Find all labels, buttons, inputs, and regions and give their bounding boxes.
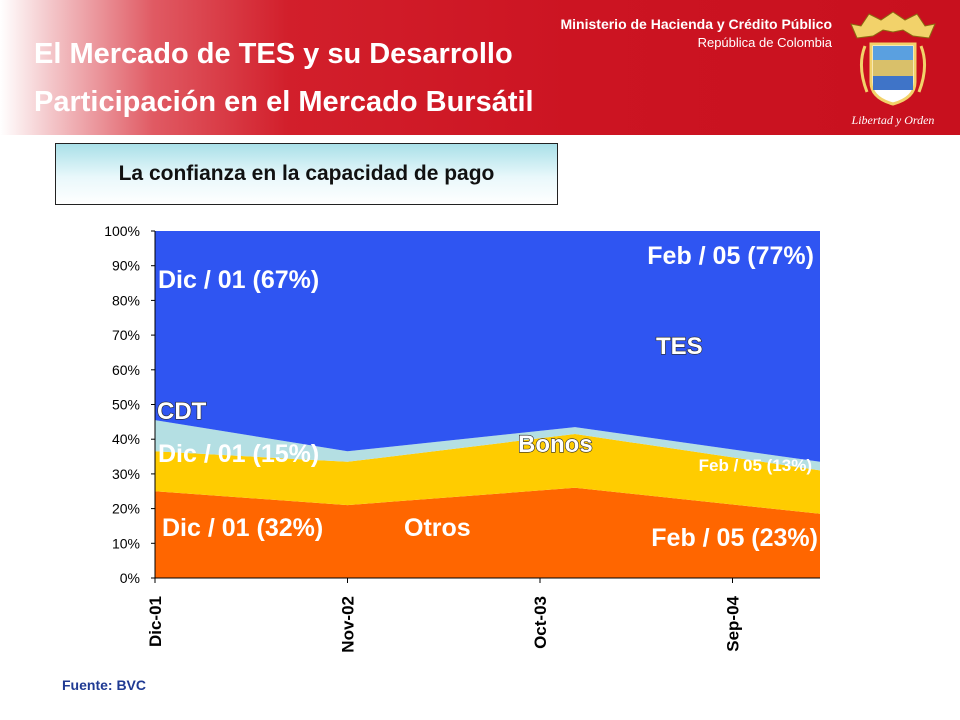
x-tick-label: Dic-01 (146, 596, 165, 647)
annotation-tes-label: TES (656, 333, 703, 360)
y-tick-label: 90% (112, 258, 140, 274)
y-tick-label: 100% (104, 223, 140, 239)
area-otros (155, 487, 820, 578)
area-bonos (155, 434, 820, 514)
annotation-bonos-feb05: Feb / 05 (13%) (699, 456, 812, 475)
ministry-block: Ministerio de Hacienda y Crédito Público… (561, 16, 833, 50)
x-tick-label: Nov-02 (339, 596, 358, 653)
chart-caption-box: La confianza en la capacidad de pago (55, 143, 558, 205)
country-name: República de Colombia (697, 35, 832, 50)
y-tick-label: 30% (112, 466, 140, 482)
header-banner (0, 0, 960, 135)
y-tick-label: 10% (112, 535, 140, 551)
annotation-cdt-label: CDT (157, 398, 207, 425)
annotation-tes-feb05: Feb / 05 (77%) (647, 242, 814, 270)
ministry-name: Ministerio de Hacienda y Crédito Público (560, 16, 833, 32)
area-cdt (155, 420, 820, 471)
chart-caption: La confianza en la capacidad de pago (118, 162, 495, 185)
y-tick-label: 60% (112, 362, 140, 378)
y-tick-label: 50% (112, 397, 140, 413)
coat-of-arms-icon: Libertad y Orden (850, 11, 936, 127)
area-tes (155, 231, 820, 462)
annotation-otros-feb05: Feb / 05 (23%) (651, 524, 818, 552)
annotation-otros-label: Otros (404, 514, 471, 542)
source-note: Fuente: BVC (62, 677, 146, 693)
annotation-otros-dic01: Dic / 01 (32%) (162, 514, 323, 542)
annotation-bonos-dic01: Dic / 01 (15%) (158, 440, 319, 468)
y-tick-label: 70% (112, 327, 140, 343)
page-subtitle: Participación en el Mercado Bursátil (34, 86, 534, 118)
annotation-bonos-label: Bonos (518, 431, 593, 458)
y-tick-label: 20% (112, 501, 140, 517)
y-tick-label: 80% (112, 292, 140, 308)
x-tick-label: Sep-04 (724, 595, 743, 651)
motto-text: Libertad y Orden (851, 113, 935, 127)
page-title: El Mercado de TES y su Desarrollo (34, 38, 513, 70)
y-tick-label: 0% (120, 570, 140, 586)
x-tick-label: Oct-03 (531, 596, 550, 649)
y-tick-label: 40% (112, 431, 140, 447)
annotation-tes-dic01: Dic / 01 (67%) (158, 266, 319, 294)
